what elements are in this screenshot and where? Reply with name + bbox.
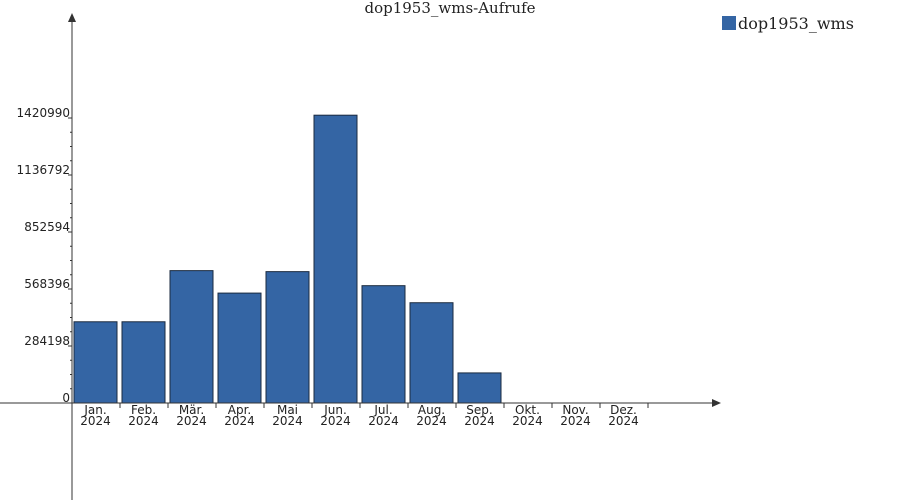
bar	[169, 270, 214, 404]
x-tick-label-month: Mär.	[179, 403, 204, 417]
x-tick-label-month: Okt.	[515, 403, 540, 417]
bar	[457, 372, 502, 404]
x-tick-label-year: 2024	[512, 414, 543, 428]
x-tick-label-year: 2024	[464, 414, 495, 428]
y-tick-labels: 0 284198 568396 852594 1136792 1420990	[17, 106, 70, 405]
bar	[409, 302, 454, 404]
chart-title: dop1953_wms-Aufrufe	[364, 0, 535, 17]
x-tick-label-month: Jun.	[323, 403, 347, 417]
x-tick-labels: Jan.2024Feb.2024Mär.2024Apr.2024Mai2024J…	[80, 403, 639, 428]
x-tick-label-year: 2024	[80, 414, 111, 428]
legend-swatch	[722, 16, 736, 30]
legend: dop1953_wms	[722, 14, 854, 33]
bars	[73, 114, 502, 404]
y-tick-label: 852594	[24, 220, 70, 234]
bar	[121, 321, 166, 404]
x-tick-label-year: 2024	[416, 414, 447, 428]
x-tick-label-year: 2024	[128, 414, 159, 428]
x-tick-label-month: Feb.	[131, 403, 156, 417]
bar	[313, 114, 358, 404]
y-tick-label: 1420990	[17, 106, 70, 120]
x-tick-label-month: Dez.	[610, 403, 637, 417]
x-tick-label-year: 2024	[176, 414, 207, 428]
x-tick-label-year: 2024	[272, 414, 303, 428]
x-axis-arrow	[712, 399, 721, 407]
x-tick-label-year: 2024	[320, 414, 351, 428]
bar	[265, 271, 310, 404]
x-tick-label-year: 2024	[608, 414, 639, 428]
x-tick-label-month: Jul.	[373, 403, 392, 417]
y-tick-label: 1136792	[17, 163, 70, 177]
x-tick-label-month: Nov.	[562, 403, 588, 417]
y-tick-label: 568396	[24, 277, 70, 291]
axes	[0, 13, 721, 500]
x-tick-label-year: 2024	[560, 414, 591, 428]
bar	[73, 321, 118, 404]
y-axis-arrow	[68, 13, 76, 22]
x-tick-label-month: Mai	[277, 403, 298, 417]
y-tick-label: 0	[62, 391, 70, 405]
x-tick-label-month: Jan.	[83, 403, 106, 417]
x-tick-label-year: 2024	[224, 414, 255, 428]
x-tick-label-month: Sep.	[466, 403, 492, 417]
y-tick-label: 284198	[24, 334, 70, 348]
x-tick-label-month: Aug.	[418, 403, 445, 417]
bar	[361, 285, 406, 404]
x-tick-label-year: 2024	[368, 414, 399, 428]
legend-label: dop1953_wms	[738, 14, 854, 33]
x-tick-label-month: Apr.	[228, 403, 251, 417]
bar	[217, 292, 262, 404]
